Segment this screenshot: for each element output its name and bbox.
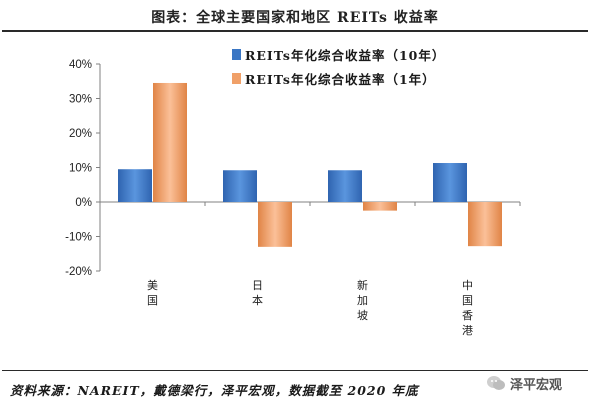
- category-label: 坡: [357, 309, 368, 322]
- category-label: 国: [462, 294, 473, 307]
- y-tick-label: 20%: [69, 128, 92, 140]
- bar-1y: [258, 202, 292, 247]
- legend-label-10y: REITs年化综合收益率（10年）: [245, 47, 446, 63]
- legend-label-1y: REITs年化综合收益率（1年）: [245, 71, 436, 87]
- bar-10y: [433, 163, 467, 202]
- category-label: 日: [252, 279, 263, 292]
- y-tick-label: 40%: [69, 59, 92, 71]
- bar-1y: [153, 82, 187, 202]
- source-text: 资料来源：NAREIT，戴德梁行，泽平宏观，数据截至 2020 年底: [10, 383, 419, 398]
- header-rule: [2, 30, 588, 32]
- wechat-icon: [487, 376, 505, 390]
- bar-1y: [363, 202, 397, 211]
- bar-10y: [118, 169, 152, 202]
- source-note: 资料来源：NAREIT，戴德梁行，泽平宏观，数据截至 2020 年底: [10, 380, 480, 399]
- y-tick-label: 0%: [75, 197, 92, 209]
- chart-header: 图表：全球主要国家和地区 REITs 收益率: [0, 0, 590, 34]
- y-tick-label: 30%: [69, 94, 92, 106]
- category-label: 港: [462, 324, 473, 337]
- bar-10y: [328, 170, 362, 202]
- category-label: 本: [252, 293, 263, 307]
- category-label: 中: [462, 279, 473, 292]
- y-tick-label: -10%: [65, 232, 92, 244]
- chart-legend: REITs年化综合收益率（10年） REITs年化综合收益率（1年）: [232, 42, 532, 90]
- legend-swatch-10y: [232, 48, 241, 60]
- category-label: 香: [462, 309, 473, 322]
- legend-item-10y: REITs年化综合收益率（10年）: [232, 42, 532, 66]
- brand-name: 泽平宏观: [510, 377, 563, 393]
- category-label: 新: [357, 278, 368, 292]
- category-label: 国: [147, 294, 158, 307]
- y-tick-label: -20%: [65, 266, 92, 278]
- page-title: 图表：全球主要国家和地区 REITs 收益率: [151, 10, 439, 26]
- bar-1y: [468, 202, 502, 247]
- category-label: 加: [357, 294, 368, 307]
- legend-item-1y: REITs年化综合收益率（1年）: [232, 66, 532, 90]
- brand-mark: 泽平宏观: [486, 373, 562, 393]
- y-tick-label: 10%: [69, 163, 92, 175]
- category-label: 美: [147, 279, 158, 292]
- legend-swatch-1y: [232, 72, 241, 84]
- bar-10y: [223, 170, 257, 202]
- footer-rule: [2, 370, 588, 371]
